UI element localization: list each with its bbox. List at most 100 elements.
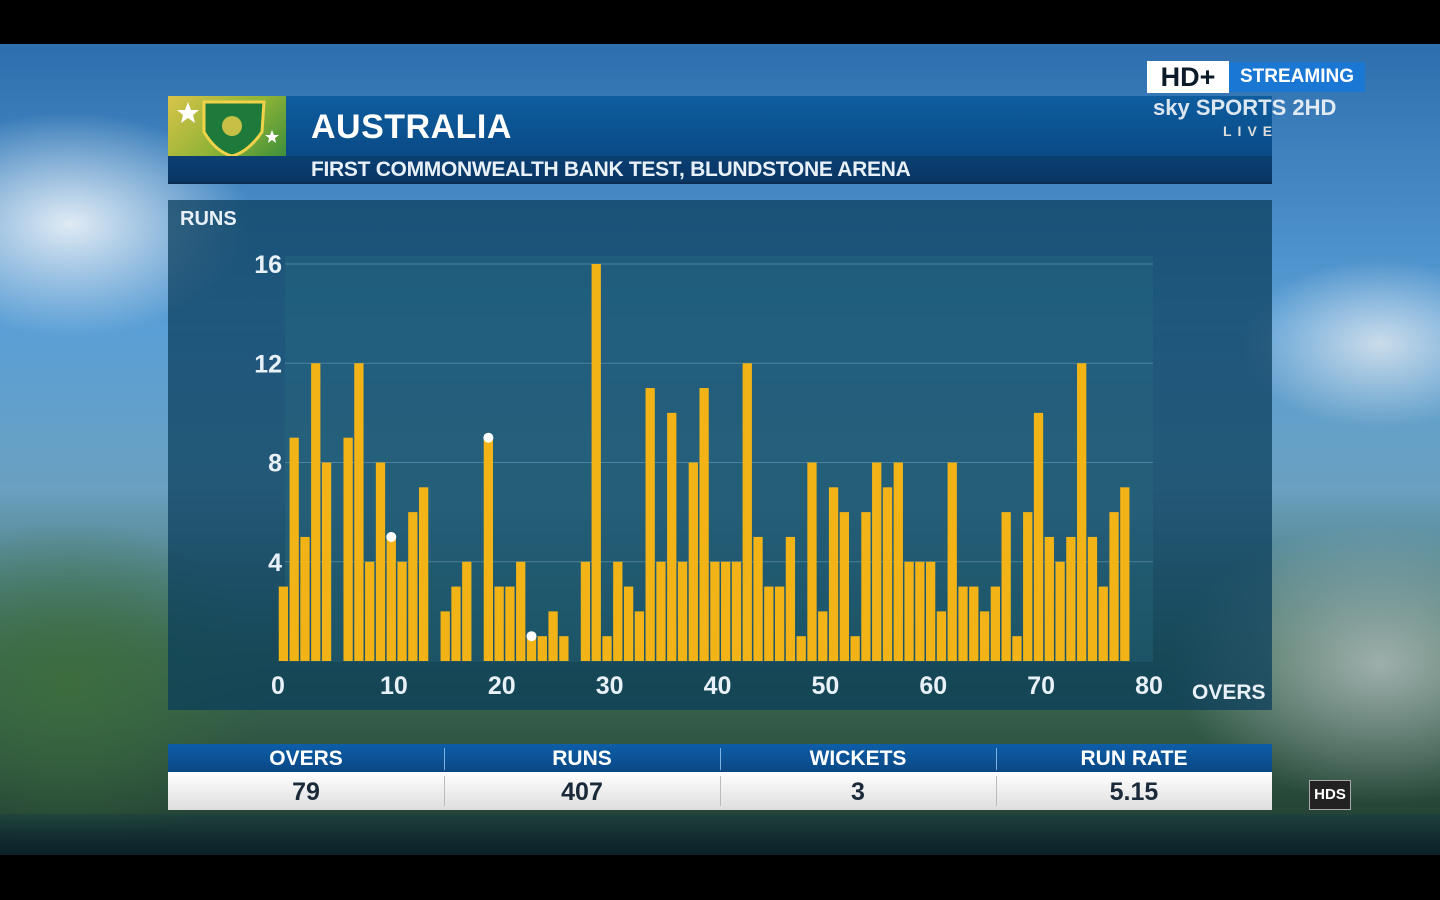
stat-divider — [444, 748, 445, 770]
team-title: AUSTRALIA — [311, 108, 512, 146]
bar-over-14 — [418, 487, 429, 661]
stat-divider — [996, 776, 997, 806]
bar-over-5 — [321, 462, 332, 661]
broadcaster-badge: HD+ STREAMING sky SPORTS 2HD LIVE — [1147, 61, 1367, 141]
bar-over-79 — [1120, 487, 1130, 661]
match-subtitle: FIRST COMMONWEALTH BANK TEST, BLUNDSTONE… — [311, 158, 911, 181]
bar-over-50 — [807, 462, 817, 661]
letterbox-bottom — [0, 855, 1440, 900]
bar-over-16 — [440, 611, 450, 661]
bar-over-26 — [548, 611, 558, 661]
bar-over-61 — [926, 561, 936, 661]
stat-wickets-label: WICKETS — [809, 747, 907, 770]
stat-overs-value: 79 — [292, 778, 320, 806]
wicket-marker — [526, 631, 537, 642]
bar-over-7 — [343, 437, 353, 661]
wicket-marker — [386, 531, 397, 542]
cricket-australia-logo — [168, 96, 286, 156]
stat-run-rate: RUN RATE 5.15 — [996, 744, 1272, 810]
score-summary: OVERS 79 RUNS 407 WICKETS 3 RUN RATE 5.1… — [168, 744, 1272, 810]
bar-over-32 — [613, 561, 623, 661]
bar-over-34 — [634, 611, 645, 661]
graphic-header: AUSTRALIA FIRST COMMONWEALTH BANK TEST, … — [168, 96, 1272, 184]
bar-over-48 — [785, 536, 796, 661]
bar-over-52 — [828, 487, 839, 661]
stat-runs: RUNS 407 — [444, 744, 720, 810]
bar-over-29 — [580, 561, 591, 661]
bar-over-4 — [311, 363, 321, 661]
streaming-badge: STREAMING — [1229, 62, 1365, 92]
bar-over-44 — [742, 363, 752, 661]
bar-over-62 — [936, 611, 947, 661]
y-tick-label: 12 — [254, 350, 282, 378]
bar-over-77 — [1098, 586, 1108, 661]
x-tick-label: 80 — [1135, 672, 1163, 700]
x-tick-label: 60 — [919, 672, 947, 700]
x-tick-label: 50 — [811, 672, 839, 700]
bar-over-13 — [408, 512, 418, 661]
bar-over-12 — [397, 561, 407, 661]
y-axis-label: RUNS — [180, 208, 237, 230]
header-title-bar — [168, 96, 1272, 156]
bar-over-9 — [365, 561, 375, 661]
bar-over-47 — [774, 586, 785, 661]
bar-over-8 — [354, 363, 364, 661]
bar-over-60 — [915, 561, 925, 661]
bar-over-64 — [958, 586, 968, 661]
bar-over-67 — [990, 586, 1001, 661]
hds-watermark: HDS — [1309, 780, 1351, 810]
bar-over-37 — [667, 412, 677, 661]
bar-over-3 — [300, 536, 310, 661]
stat-runs-label: RUNS — [552, 747, 612, 770]
bar-over-45 — [753, 536, 763, 661]
bar-over-78 — [1109, 512, 1119, 661]
y-tick-label: 8 — [268, 450, 282, 478]
channel-logo: sky SPORTS 2HD — [1153, 95, 1337, 120]
live-indicator: LIVE — [1223, 123, 1279, 139]
x-tick-label: 40 — [704, 672, 732, 700]
hd-badge: HD+ — [1147, 61, 1229, 93]
bar-over-42 — [721, 561, 731, 661]
stat-overs: OVERS 79 — [168, 744, 444, 810]
bar-over-56 — [872, 462, 882, 661]
bar-over-2 — [289, 437, 299, 661]
bar-over-24 — [526, 636, 537, 661]
bar-over-75 — [1077, 363, 1087, 661]
bar-over-27 — [559, 636, 569, 661]
bar-over-17 — [451, 586, 461, 661]
bar-over-70 — [1023, 512, 1033, 661]
bar-over-74 — [1066, 536, 1076, 661]
stat-wickets-value: 3 — [851, 778, 865, 806]
x-tick-label: 30 — [596, 672, 624, 700]
bar-over-53 — [839, 512, 849, 661]
bar-over-68 — [1001, 512, 1011, 661]
bar-over-18 — [462, 561, 472, 661]
stat-divider — [720, 776, 721, 806]
bar-over-1 — [278, 586, 289, 661]
stat-divider — [720, 748, 721, 770]
bar-over-57 — [882, 487, 893, 661]
bar-over-63 — [947, 462, 957, 661]
bar-over-39 — [688, 462, 698, 661]
bar-over-35 — [645, 388, 655, 661]
header-subtitle-bar — [168, 156, 1272, 184]
y-tick-label: 4 — [268, 549, 282, 577]
bar-over-11 — [386, 536, 396, 661]
letterbox-top — [0, 0, 1440, 44]
background-strip — [0, 814, 1440, 855]
bar-over-65 — [969, 586, 979, 661]
bar-over-30 — [591, 264, 601, 661]
stat-runs-value: 407 — [561, 778, 603, 806]
bar-over-69 — [1012, 636, 1022, 661]
x-tick-label: 70 — [1027, 672, 1055, 700]
chart-svg: 4 8 12 16 0 10 20 30 40 50 60 70 80 RUNS OVERS — [180, 208, 1266, 704]
y-tick-label: 16 — [254, 251, 282, 279]
bar-over-10 — [375, 462, 386, 661]
bar-over-43 — [731, 561, 742, 661]
bar-over-33 — [623, 586, 634, 661]
bar-over-20 — [483, 437, 493, 661]
bar-over-36 — [656, 561, 666, 661]
bar-over-66 — [979, 611, 990, 661]
bar-over-72 — [1044, 536, 1054, 661]
bar-over-38 — [677, 561, 688, 661]
